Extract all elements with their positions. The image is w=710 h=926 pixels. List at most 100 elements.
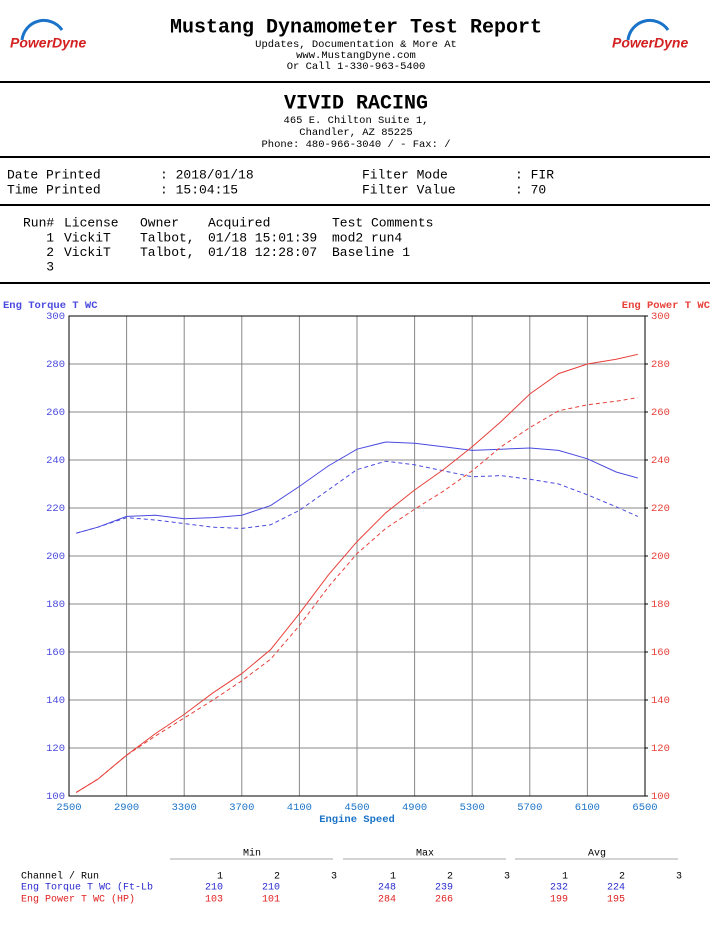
x-tick-label: 2900 (114, 802, 139, 814)
runs-header: Run# (23, 215, 54, 230)
stats-value: 232 (550, 883, 568, 894)
x-tick-label: 4100 (287, 802, 312, 814)
y2-tick-label: 240 (651, 455, 670, 467)
runs-cell: Talbot, (140, 230, 195, 245)
shop-name: VIVID RACING (284, 92, 428, 115)
runs-cell: 01/18 12:28:07 (208, 245, 317, 260)
stats-run: 1 (217, 872, 223, 883)
y-tick-label: 300 (46, 311, 65, 323)
series-line (76, 441, 638, 534)
info-value: : 2018/01/18 (160, 167, 254, 182)
info-label: Filter Value (362, 182, 456, 197)
y2-tick-label: 160 (651, 647, 670, 659)
stats-run: 3 (504, 872, 510, 883)
x-axis-label: Engine Speed (319, 814, 395, 826)
y-tick-label: 100 (46, 791, 65, 803)
runs-header: License (64, 215, 119, 230)
stats-run: 1 (390, 872, 396, 883)
logo: PowerDyne (612, 35, 688, 51)
y-tick-label: 200 (46, 551, 65, 563)
y-tick-label: 140 (46, 695, 65, 707)
y-tick-label: 180 (46, 599, 65, 611)
plot-frame (68, 315, 646, 797)
stats-label: Eng Torque T WC (Ft-Lb (21, 882, 153, 894)
stats-value: 239 (435, 883, 453, 894)
y2-tick-label: 220 (651, 503, 670, 515)
runs-header: Test Comments (332, 215, 433, 230)
report-title: Mustang Dynamometer Test Report (170, 16, 542, 39)
y-axis-label: Eng Torque T WC (3, 300, 98, 312)
y-tick-label: 260 (46, 407, 65, 419)
x-tick-label: 3700 (229, 802, 254, 814)
stats-value: 266 (435, 895, 453, 906)
y2-tick-label: 200 (651, 551, 670, 563)
info-label: Time Printed (7, 182, 101, 197)
y-tick-label: 220 (46, 503, 65, 515)
y2-tick-label: 180 (651, 599, 670, 611)
stats-value: 248 (378, 883, 396, 894)
shop-line: Phone: 480-966-3040 / - Fax: / (261, 139, 450, 151)
y2-tick-label: 300 (651, 311, 670, 323)
x-tick-label: 3300 (172, 802, 197, 814)
y2-tick-label: 260 (651, 407, 670, 419)
stats-row-header: Channel / Run (21, 871, 99, 883)
x-tick-label: 2500 (56, 802, 81, 814)
stats-label: Eng Power T WC (HP) (21, 894, 135, 906)
info-value: : 15:04:15 (160, 182, 238, 197)
stats-value: 210 (262, 883, 280, 894)
stats-group: Avg (588, 849, 606, 860)
header-line: Or Call 1-330-963-5400 (287, 61, 426, 73)
stats-run: 2 (274, 872, 280, 883)
series-line (75, 353, 638, 793)
stats-value: 199 (550, 895, 568, 906)
stats-run: 2 (447, 872, 453, 883)
runs-cell: mod2 run4 (332, 230, 402, 245)
series-line (75, 397, 638, 793)
runs-cell: Baseline 1 (332, 245, 410, 260)
stats-group: Min (243, 848, 261, 860)
stats-value: 103 (205, 895, 223, 906)
shop-line: 465 E. Chilton Suite 1, (284, 115, 429, 127)
y-tick-label: 120 (46, 743, 65, 755)
stats-value: 210 (205, 883, 223, 894)
x-tick-label: 6100 (575, 802, 600, 814)
info-value: : 70 (515, 182, 546, 197)
shop-line: Chandler, AZ 85225 (299, 127, 412, 139)
stats-group: Max (416, 849, 434, 860)
y-tick-label: 280 (46, 359, 65, 371)
x-tick-label: 6500 (632, 802, 657, 814)
header-line: www.MustangDyne.com (296, 50, 416, 62)
stats-value: 101 (262, 895, 280, 906)
stats-run: 3 (676, 872, 682, 883)
header-line: Updates, Documentation & More At (255, 39, 457, 51)
x-tick-label: 4500 (344, 802, 369, 814)
y-tick-label: 160 (46, 647, 65, 659)
logo: PowerDyne (10, 35, 86, 51)
runs-cell: VickiT (64, 245, 111, 260)
logo-arc (626, 19, 670, 41)
series-line (76, 460, 639, 534)
runs-header: Owner (140, 215, 179, 230)
stats-run: 3 (331, 872, 337, 883)
info-label: Date Printed (7, 167, 101, 182)
y2-tick-label: 280 (651, 359, 670, 371)
logo-arc (20, 19, 64, 41)
info-value: : FIR (515, 167, 554, 182)
y2-tick-label: 100 (651, 791, 670, 803)
y2-tick-label: 140 (651, 695, 670, 707)
stats-run: 1 (562, 872, 568, 883)
runs-cell: 3 (46, 259, 54, 274)
runs-cell: Talbot, (140, 245, 195, 260)
y2-axis-label: Eng Power T WC (622, 300, 710, 312)
x-tick-label: 5700 (517, 802, 542, 814)
y-tick-label: 240 (46, 455, 65, 467)
runs-cell: VickiT (64, 230, 111, 245)
stats-value: 195 (607, 895, 625, 906)
x-tick-label: 4900 (402, 802, 427, 814)
runs-cell: 01/18 15:01:39 (208, 230, 317, 245)
stats-value: 224 (607, 883, 625, 894)
runs-cell: 1 (46, 230, 54, 245)
stats-value: 284 (378, 895, 396, 906)
x-tick-label: 5300 (460, 802, 485, 814)
